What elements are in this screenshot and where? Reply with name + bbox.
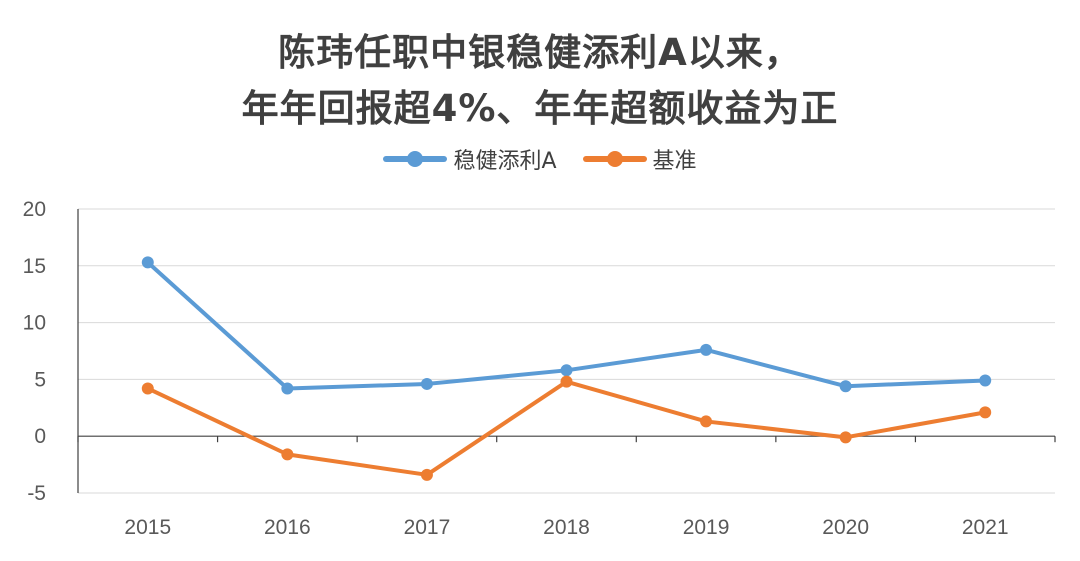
data-point-series-2 [700, 415, 713, 428]
data-point-series-2 [560, 375, 573, 388]
x-tick-label: 2015 [124, 516, 171, 539]
legend-swatch-series-1 [383, 151, 448, 167]
data-point-series-2 [420, 468, 433, 481]
chart-title-line-1: 陈玮任职中银稳健添利A以来， [278, 31, 802, 74]
data-point-series-2 [979, 406, 992, 419]
x-tick-label: 2016 [264, 516, 311, 539]
x-tick-label: 2017 [404, 516, 451, 539]
x-tick-label: 2018 [543, 516, 590, 539]
y-tick-label: 5 [34, 368, 46, 391]
data-point-series-1 [560, 364, 573, 377]
data-point-series-1 [979, 374, 992, 387]
y-tick-label: 0 [34, 425, 46, 448]
legend-item-series-1: 稳健添利A [383, 143, 557, 175]
legend-label-series-2: 基准 [652, 149, 697, 174]
y-tick-label: 20 [23, 198, 46, 221]
data-point-series-2 [281, 448, 294, 461]
legend-label-series-1: 稳健添利A [453, 149, 557, 174]
data-point-series-2 [141, 382, 154, 395]
data-point-series-1 [281, 382, 294, 395]
chart-title-line-2: 年年回报超4%、年年超额收益为正 [241, 87, 839, 130]
data-point-series-2 [839, 431, 852, 444]
y-tick-label: -5 [27, 482, 46, 505]
series-line-2 [145, 379, 988, 477]
data-point-series-1 [839, 380, 852, 393]
y-tick-label: 10 [23, 312, 46, 335]
data-point-series-1 [420, 377, 433, 390]
y-tick-label: 15 [23, 255, 46, 278]
x-tick-label: 2020 [822, 516, 869, 539]
x-tick-label: 2019 [683, 516, 730, 539]
legend-item-series-2: 基准 [582, 143, 697, 175]
x-tick-label: 2021 [962, 516, 1009, 539]
data-point-series-1 [141, 256, 154, 269]
chart-legend: 稳健添利A 基准 [0, 143, 1080, 175]
data-point-series-1 [700, 343, 713, 356]
legend-swatch-series-2 [582, 151, 647, 167]
